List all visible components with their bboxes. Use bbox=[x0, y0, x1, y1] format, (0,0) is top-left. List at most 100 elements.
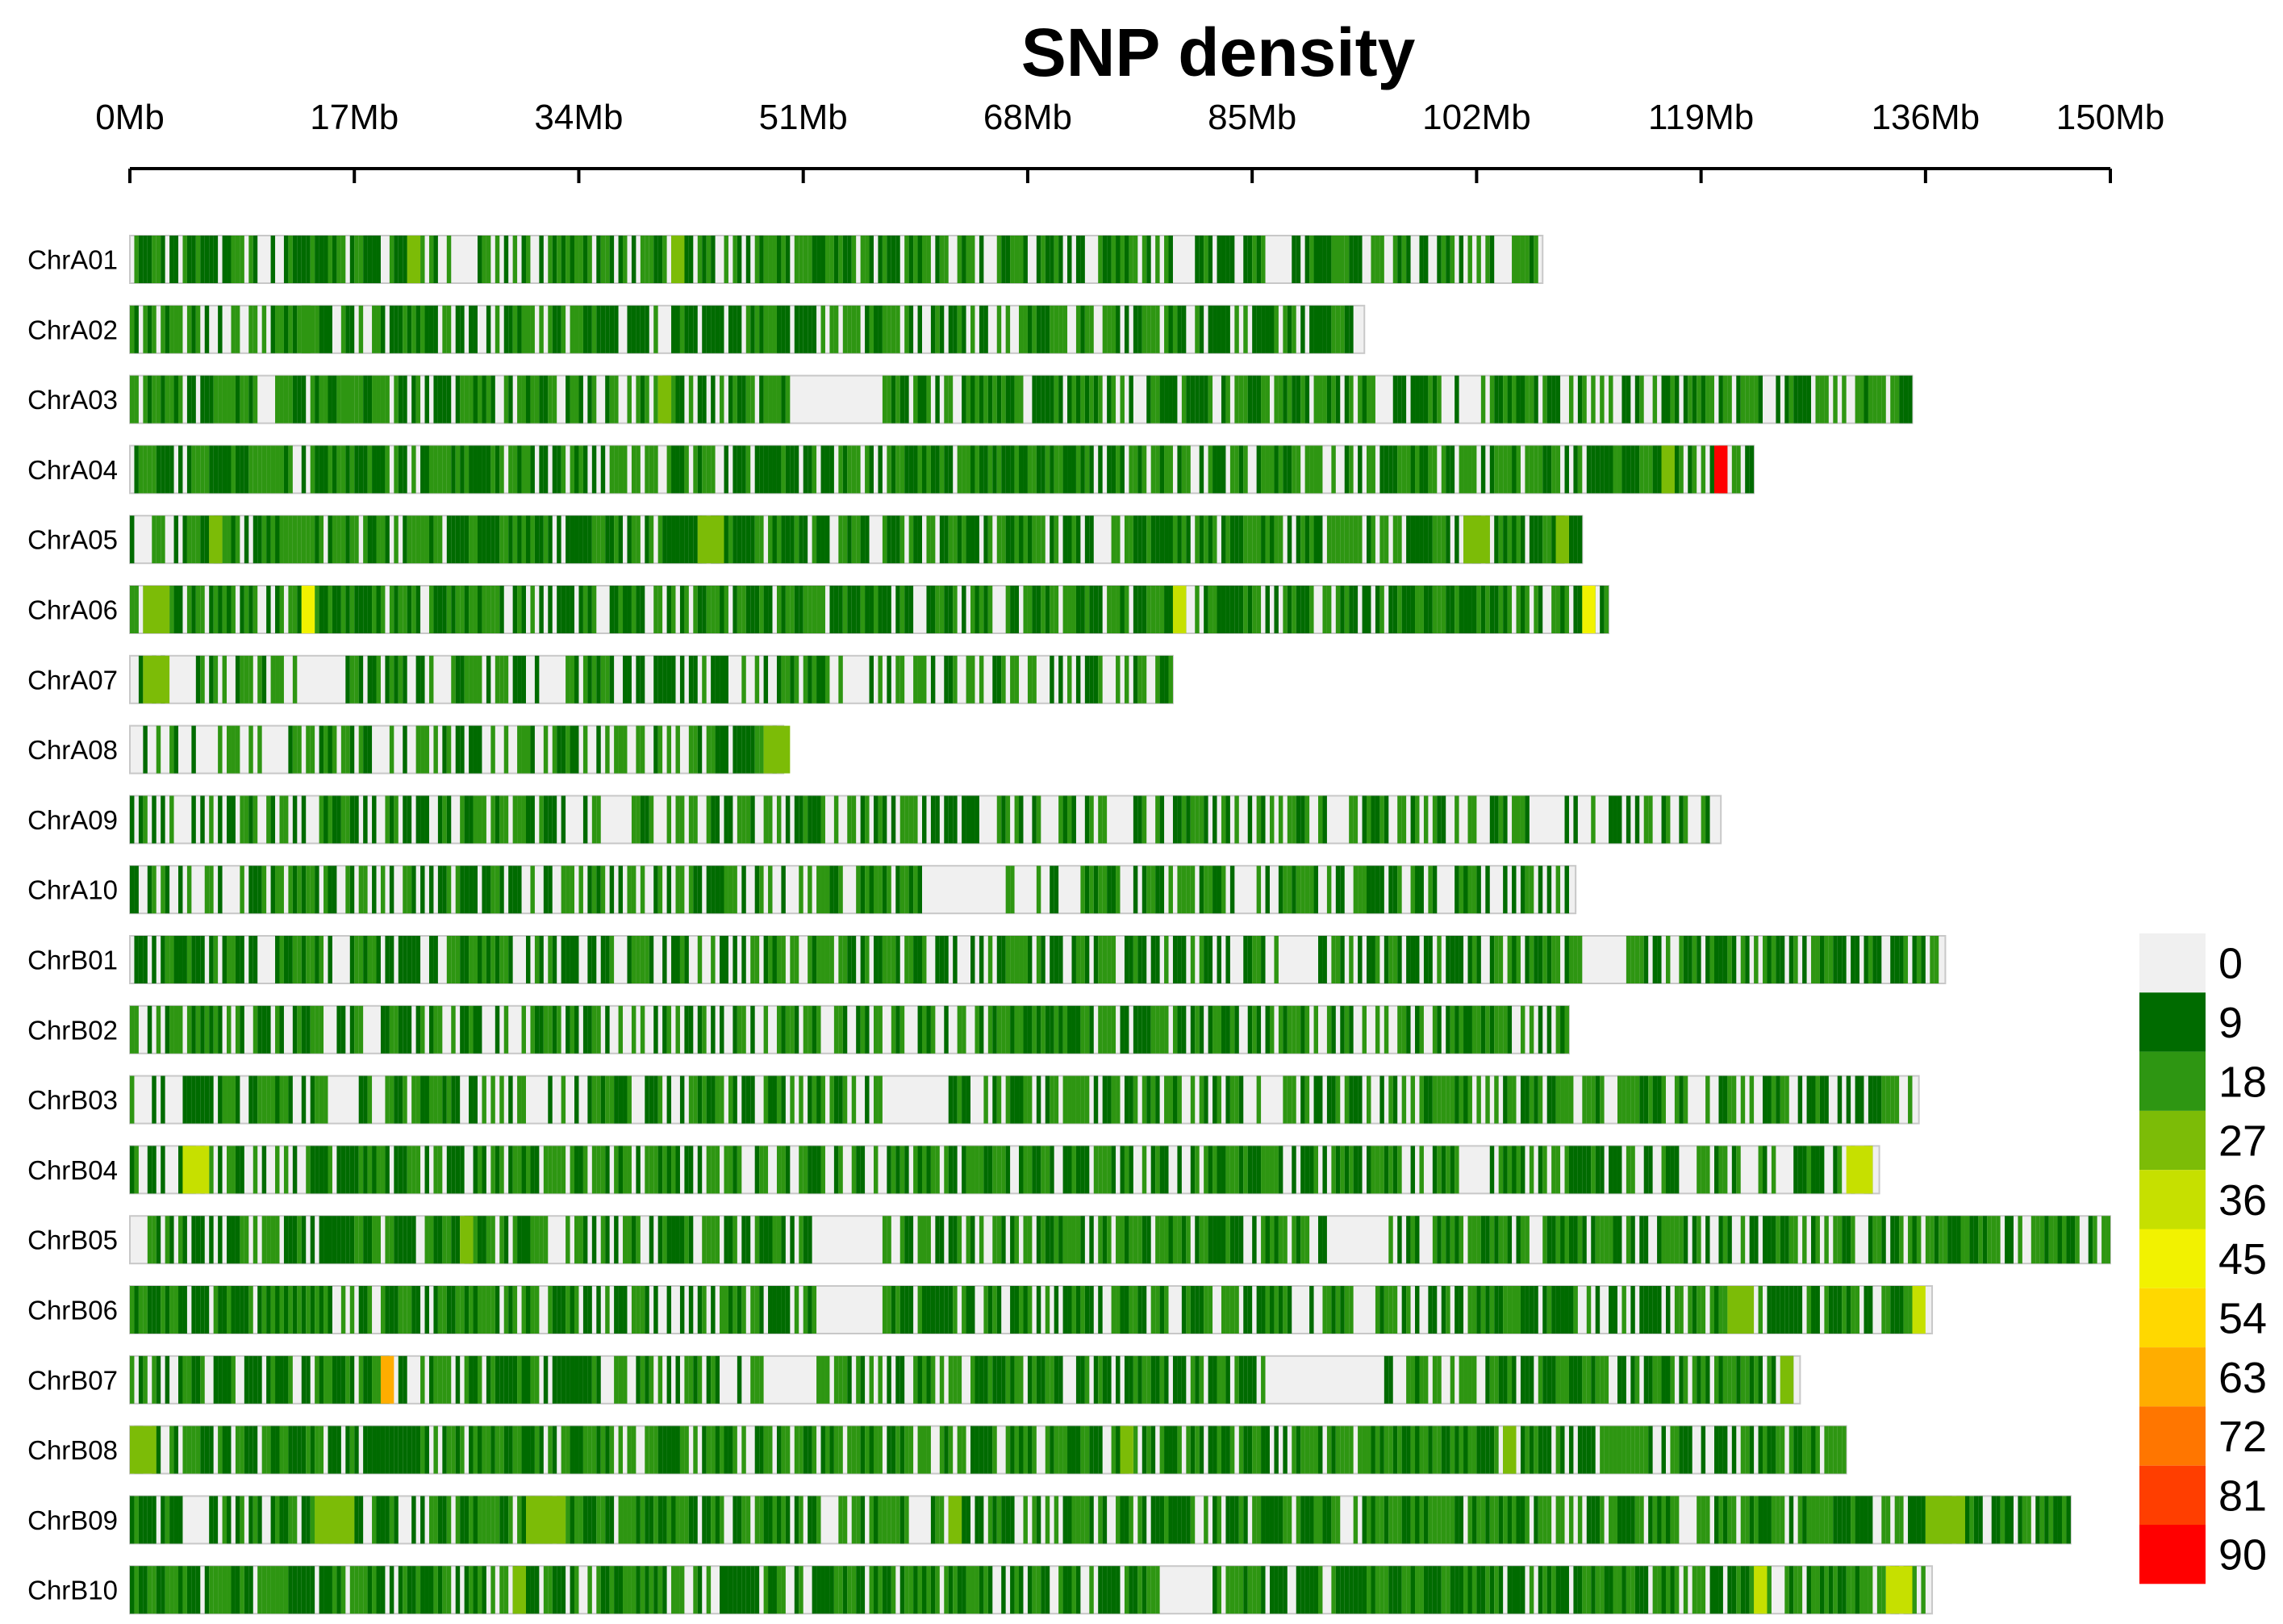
density-bin bbox=[156, 1286, 161, 1334]
density-bin bbox=[561, 1426, 566, 1474]
density-bin bbox=[209, 936, 214, 983]
density-bin bbox=[1164, 1075, 1169, 1124]
density-hotspot bbox=[1912, 1286, 1926, 1334]
density-bin bbox=[614, 1216, 619, 1264]
density-bin bbox=[446, 1566, 452, 1614]
density-bin bbox=[437, 1216, 443, 1264]
density-bin bbox=[596, 1075, 601, 1124]
density-bin bbox=[1507, 1496, 1513, 1544]
density-bin bbox=[1846, 1216, 1851, 1264]
density-bin bbox=[944, 1005, 949, 1054]
density-bin bbox=[548, 1075, 553, 1124]
density-bin bbox=[389, 1286, 394, 1334]
density-bin bbox=[301, 1426, 307, 1474]
density-hotspot bbox=[948, 1496, 962, 1544]
density-bin bbox=[173, 305, 179, 353]
density-bin bbox=[1116, 516, 1121, 564]
density-bin bbox=[935, 586, 940, 633]
density-bin bbox=[970, 375, 975, 424]
density-bin bbox=[561, 725, 566, 774]
density-bin bbox=[495, 866, 500, 914]
density-bin bbox=[499, 1566, 504, 1614]
density-bin bbox=[1309, 866, 1314, 914]
density-bin bbox=[279, 1426, 284, 1474]
density-bin bbox=[591, 936, 597, 983]
density-bin bbox=[904, 936, 909, 983]
density-bin bbox=[829, 936, 834, 983]
density-bin bbox=[953, 1355, 958, 1404]
density-bin bbox=[442, 1216, 447, 1264]
density-bin bbox=[473, 866, 478, 914]
density-bin bbox=[1758, 1286, 1763, 1334]
density-bin bbox=[1217, 236, 1221, 283]
density-bin bbox=[824, 655, 830, 703]
chromosome-row: ChrB09 bbox=[27, 1495, 2072, 1545]
density-bin bbox=[1208, 866, 1213, 914]
density-bin bbox=[1534, 236, 1538, 283]
density-bin bbox=[1292, 445, 1296, 494]
density-bin bbox=[1718, 1426, 1723, 1474]
density-bin bbox=[1071, 936, 1076, 983]
density-bin bbox=[1111, 1005, 1116, 1054]
density-bin bbox=[1392, 236, 1398, 283]
density-bin bbox=[1010, 375, 1015, 424]
density-bin bbox=[165, 1566, 170, 1614]
density-bin bbox=[191, 445, 196, 494]
density-bin bbox=[865, 795, 870, 844]
density-bin bbox=[1657, 445, 1662, 494]
density-bin bbox=[1256, 445, 1262, 494]
density-bin bbox=[1459, 1355, 1464, 1404]
density-hotspot bbox=[1661, 445, 1675, 494]
density-bin bbox=[415, 1146, 421, 1194]
density-bin bbox=[200, 1075, 205, 1124]
density-bin bbox=[838, 586, 843, 633]
density-bin bbox=[1371, 1426, 1375, 1474]
density-bin bbox=[996, 936, 1002, 983]
density-bin bbox=[728, 1286, 733, 1334]
density-bin bbox=[1868, 1075, 1873, 1124]
density-bin bbox=[605, 1566, 610, 1614]
density-bin bbox=[1401, 236, 1407, 283]
density-bin bbox=[195, 445, 201, 494]
density-bin bbox=[922, 936, 927, 983]
density-bin bbox=[1428, 866, 1433, 914]
density-bin bbox=[315, 516, 319, 564]
density-bin bbox=[1084, 866, 1090, 914]
density-bin bbox=[1868, 375, 1873, 424]
density-bin bbox=[1353, 795, 1359, 844]
density-bin bbox=[301, 1566, 307, 1614]
density-bin bbox=[1340, 1426, 1345, 1474]
density-bin bbox=[679, 586, 685, 633]
density-bin bbox=[1318, 936, 1323, 983]
density-bin bbox=[336, 1005, 341, 1054]
density-bin bbox=[235, 1426, 240, 1474]
density-bin bbox=[609, 516, 615, 564]
density-bin bbox=[240, 866, 244, 914]
density-bin bbox=[1767, 1355, 1772, 1404]
density-bin bbox=[173, 936, 179, 983]
density-bin bbox=[336, 236, 341, 283]
density-bin bbox=[1626, 1075, 1631, 1124]
density-bin bbox=[1577, 586, 1583, 633]
density-bin bbox=[979, 1216, 984, 1264]
density-bin bbox=[820, 1075, 825, 1124]
density-bin bbox=[1261, 1216, 1266, 1264]
density-bin bbox=[1120, 375, 1125, 424]
density-bin bbox=[1595, 1355, 1601, 1404]
density-bin bbox=[860, 936, 866, 983]
density-bin bbox=[156, 445, 161, 494]
density-bin bbox=[451, 1075, 456, 1124]
density-bin bbox=[878, 1355, 883, 1404]
density-bin bbox=[270, 655, 276, 703]
density-bin bbox=[283, 1566, 289, 1614]
density-bin bbox=[1313, 1075, 1318, 1124]
density-bin bbox=[363, 1286, 368, 1334]
density-bin bbox=[720, 1005, 724, 1054]
density-bin bbox=[323, 795, 328, 844]
density-bin bbox=[1797, 1286, 1803, 1334]
density-bin bbox=[191, 305, 196, 353]
density-bin bbox=[578, 866, 583, 914]
density-bin bbox=[688, 1216, 694, 1264]
density-bin bbox=[1221, 516, 1226, 564]
density-bin bbox=[587, 586, 592, 633]
